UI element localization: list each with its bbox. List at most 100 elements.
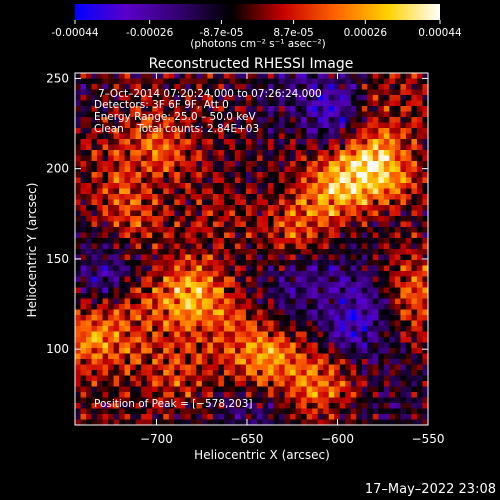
heatmap-cell [75, 408, 82, 415]
heatmap-cell [163, 89, 170, 96]
heatmap-cell [279, 320, 286, 327]
heatmap-cell [113, 276, 120, 283]
heatmap-cell [245, 298, 253, 305]
heatmap-cell [113, 144, 120, 151]
heatmap-cell [119, 287, 126, 294]
heatmap-cell [251, 271, 258, 278]
heatmap-cell [91, 177, 98, 184]
heatmap-cell [328, 172, 335, 179]
heatmap-cell [350, 243, 357, 250]
heatmap-cell [185, 194, 192, 201]
heatmap-cell [416, 298, 424, 305]
heatmap-cell [102, 326, 109, 333]
heatmap-cell [174, 210, 181, 217]
heatmap-cell [334, 293, 341, 300]
heatmap-cell [218, 155, 225, 162]
heatmap-cell [245, 304, 253, 311]
heatmap-cell [306, 161, 313, 168]
heatmap-cell [383, 364, 390, 371]
heatmap-cell [422, 232, 428, 239]
heatmap-cell [240, 128, 247, 135]
heatmap-cell [339, 276, 346, 283]
heatmap-cell [229, 95, 236, 102]
heatmap-cell [124, 199, 131, 206]
heatmap-cell [279, 133, 286, 140]
heatmap-cell [328, 95, 335, 102]
heatmap-cell [174, 386, 181, 393]
heatmap-cell [383, 216, 390, 223]
heatmap-cell [168, 133, 175, 140]
heatmap-cell [411, 210, 418, 217]
heatmap-cell [229, 276, 236, 283]
heatmap-cell [301, 315, 308, 322]
heatmap-cell [141, 111, 148, 118]
heatmap-cell [394, 353, 402, 360]
heatmap-cell [328, 304, 335, 311]
heatmap-cell [130, 381, 137, 388]
heatmap-cell [295, 265, 302, 272]
heatmap-cell [383, 353, 390, 360]
heatmap-cell [301, 403, 308, 410]
heatmap-cell [130, 304, 137, 311]
heatmap-cell [141, 375, 148, 382]
heatmap-cell [284, 265, 291, 272]
heatmap-cell [75, 144, 82, 151]
heatmap-cell [378, 265, 385, 272]
heatmap-cell [356, 392, 363, 399]
heatmap-cell [135, 364, 142, 371]
heatmap-cell [146, 238, 153, 245]
heatmap-cell [290, 111, 297, 118]
heatmap-cell [75, 359, 82, 366]
heatmap-cell [97, 78, 104, 85]
heatmap-cell [190, 243, 197, 250]
heatmap-cell [80, 282, 87, 289]
heatmap-cell [163, 397, 170, 404]
heatmap-cell [268, 155, 275, 162]
heatmap-cell [279, 205, 286, 212]
heatmap-cell [207, 188, 214, 195]
heatmap-cell [113, 128, 120, 135]
heatmap-cell [312, 337, 319, 344]
heatmap-cell [97, 287, 104, 294]
heatmap-cell [124, 287, 131, 294]
heatmap-cell [86, 309, 93, 316]
heatmap-cell [108, 359, 115, 366]
heatmap-cell [383, 111, 390, 118]
heatmap-cell [108, 133, 115, 140]
heatmap-cell [163, 293, 170, 300]
heatmap-cell [229, 353, 236, 360]
heatmap-cell [339, 166, 346, 173]
heatmap-cell [378, 89, 385, 96]
heatmap-cell [234, 386, 242, 393]
heatmap-cell [328, 73, 335, 80]
heatmap-cell [130, 287, 137, 294]
heatmap-cell [91, 381, 98, 388]
heatmap-cell [234, 73, 242, 80]
heatmap-cell [163, 265, 170, 272]
heatmap-cell [157, 342, 164, 349]
heatmap-cell [234, 155, 242, 162]
heatmap-cell [262, 177, 269, 184]
heatmap-cell [273, 403, 280, 410]
heatmap-cell [102, 210, 109, 217]
heatmap-cell [168, 183, 175, 190]
heatmap-cell [119, 227, 126, 234]
heatmap-cell [179, 166, 186, 173]
heatmap-cell [80, 221, 87, 228]
heatmap-cell [405, 89, 413, 96]
heatmap-cell [400, 199, 407, 206]
heatmap-cell [411, 111, 418, 118]
heatmap-cell [383, 331, 390, 338]
heatmap-cell [229, 392, 236, 399]
heatmap-cell [75, 326, 82, 333]
heatmap-cell [295, 276, 302, 283]
heatmap-cell [306, 133, 313, 140]
heatmap-cell [323, 342, 330, 349]
heatmap-cell [130, 89, 137, 96]
heatmap-cell [372, 243, 379, 250]
heatmap-cell [416, 381, 424, 388]
heatmap-cell [218, 386, 225, 393]
heatmap-cell [268, 210, 275, 217]
heatmap-cell [234, 100, 242, 107]
heatmap-cell [135, 337, 142, 344]
